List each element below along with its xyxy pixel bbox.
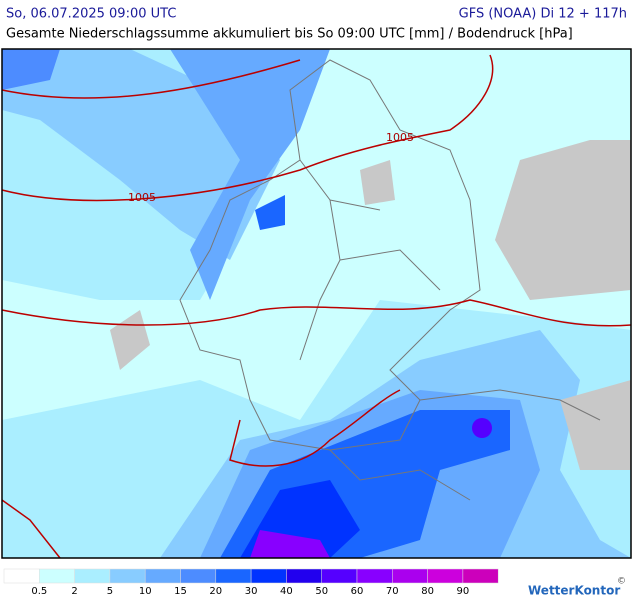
legend-label: 90 xyxy=(457,586,470,597)
legend: 0.5 2 5 10 15 20 30 40 50 60 70 80 90 xyxy=(3,568,499,597)
legend-swatch xyxy=(3,568,40,584)
header-model: GFS (NOAA) Di 12 + 117h xyxy=(459,7,627,22)
isobar xyxy=(1,299,632,327)
legend-swatch xyxy=(109,568,146,584)
legend-label: 40 xyxy=(280,586,293,597)
legend-label: 0.5 xyxy=(31,586,47,597)
legend-swatch xyxy=(74,568,111,584)
legend-swatch xyxy=(392,568,428,584)
legend-label: 2 xyxy=(71,586,77,597)
legend-label: 70 xyxy=(386,586,399,597)
isobars xyxy=(1,54,632,559)
precip-area xyxy=(170,49,330,300)
precip-area xyxy=(472,418,492,438)
map: 1005 1005 xyxy=(1,48,632,559)
legend-label: 10 xyxy=(139,586,152,597)
legend-label: 5 xyxy=(107,586,113,597)
legend-swatch xyxy=(39,568,75,584)
legend-swatch xyxy=(215,568,252,584)
borders xyxy=(179,59,601,501)
isobar xyxy=(1,54,494,202)
precip-area xyxy=(255,195,285,230)
legend-label: 50 xyxy=(315,586,328,597)
terrain-mask xyxy=(560,380,631,470)
copyright: © xyxy=(617,577,626,587)
terrain-mask xyxy=(495,140,631,300)
legend-label: 30 xyxy=(245,586,258,597)
legend-label: 15 xyxy=(174,586,187,597)
legend-swatch xyxy=(462,568,499,584)
legend-swatch xyxy=(356,568,393,584)
legend-swatch xyxy=(321,568,358,584)
legend-swatch xyxy=(144,568,181,584)
legend-swatch xyxy=(427,568,464,584)
legend-label: 20 xyxy=(209,586,222,597)
header-subtitle: Gesamte Niederschlagssumme akkumuliert b… xyxy=(6,27,573,42)
legend-label: 80 xyxy=(421,586,434,597)
precip-area xyxy=(250,530,330,558)
isobar-label: 1005 xyxy=(128,191,156,204)
terrain-mask xyxy=(360,160,395,205)
header-date: So, 06.07.2025 09:00 UTC xyxy=(6,7,176,22)
border-line xyxy=(299,159,441,361)
legend-swatch xyxy=(180,568,217,584)
isobar xyxy=(1,389,401,559)
legend-swatch xyxy=(250,568,287,584)
brand: WetterKontor xyxy=(528,584,620,598)
legend-label: 60 xyxy=(351,586,364,597)
border-line xyxy=(329,389,601,501)
precip-area xyxy=(2,49,60,90)
border-line xyxy=(179,59,481,451)
isobar-label: 1005 xyxy=(386,131,414,144)
map-frame xyxy=(1,48,632,559)
isobar xyxy=(1,59,301,99)
legend-swatch xyxy=(286,568,322,584)
